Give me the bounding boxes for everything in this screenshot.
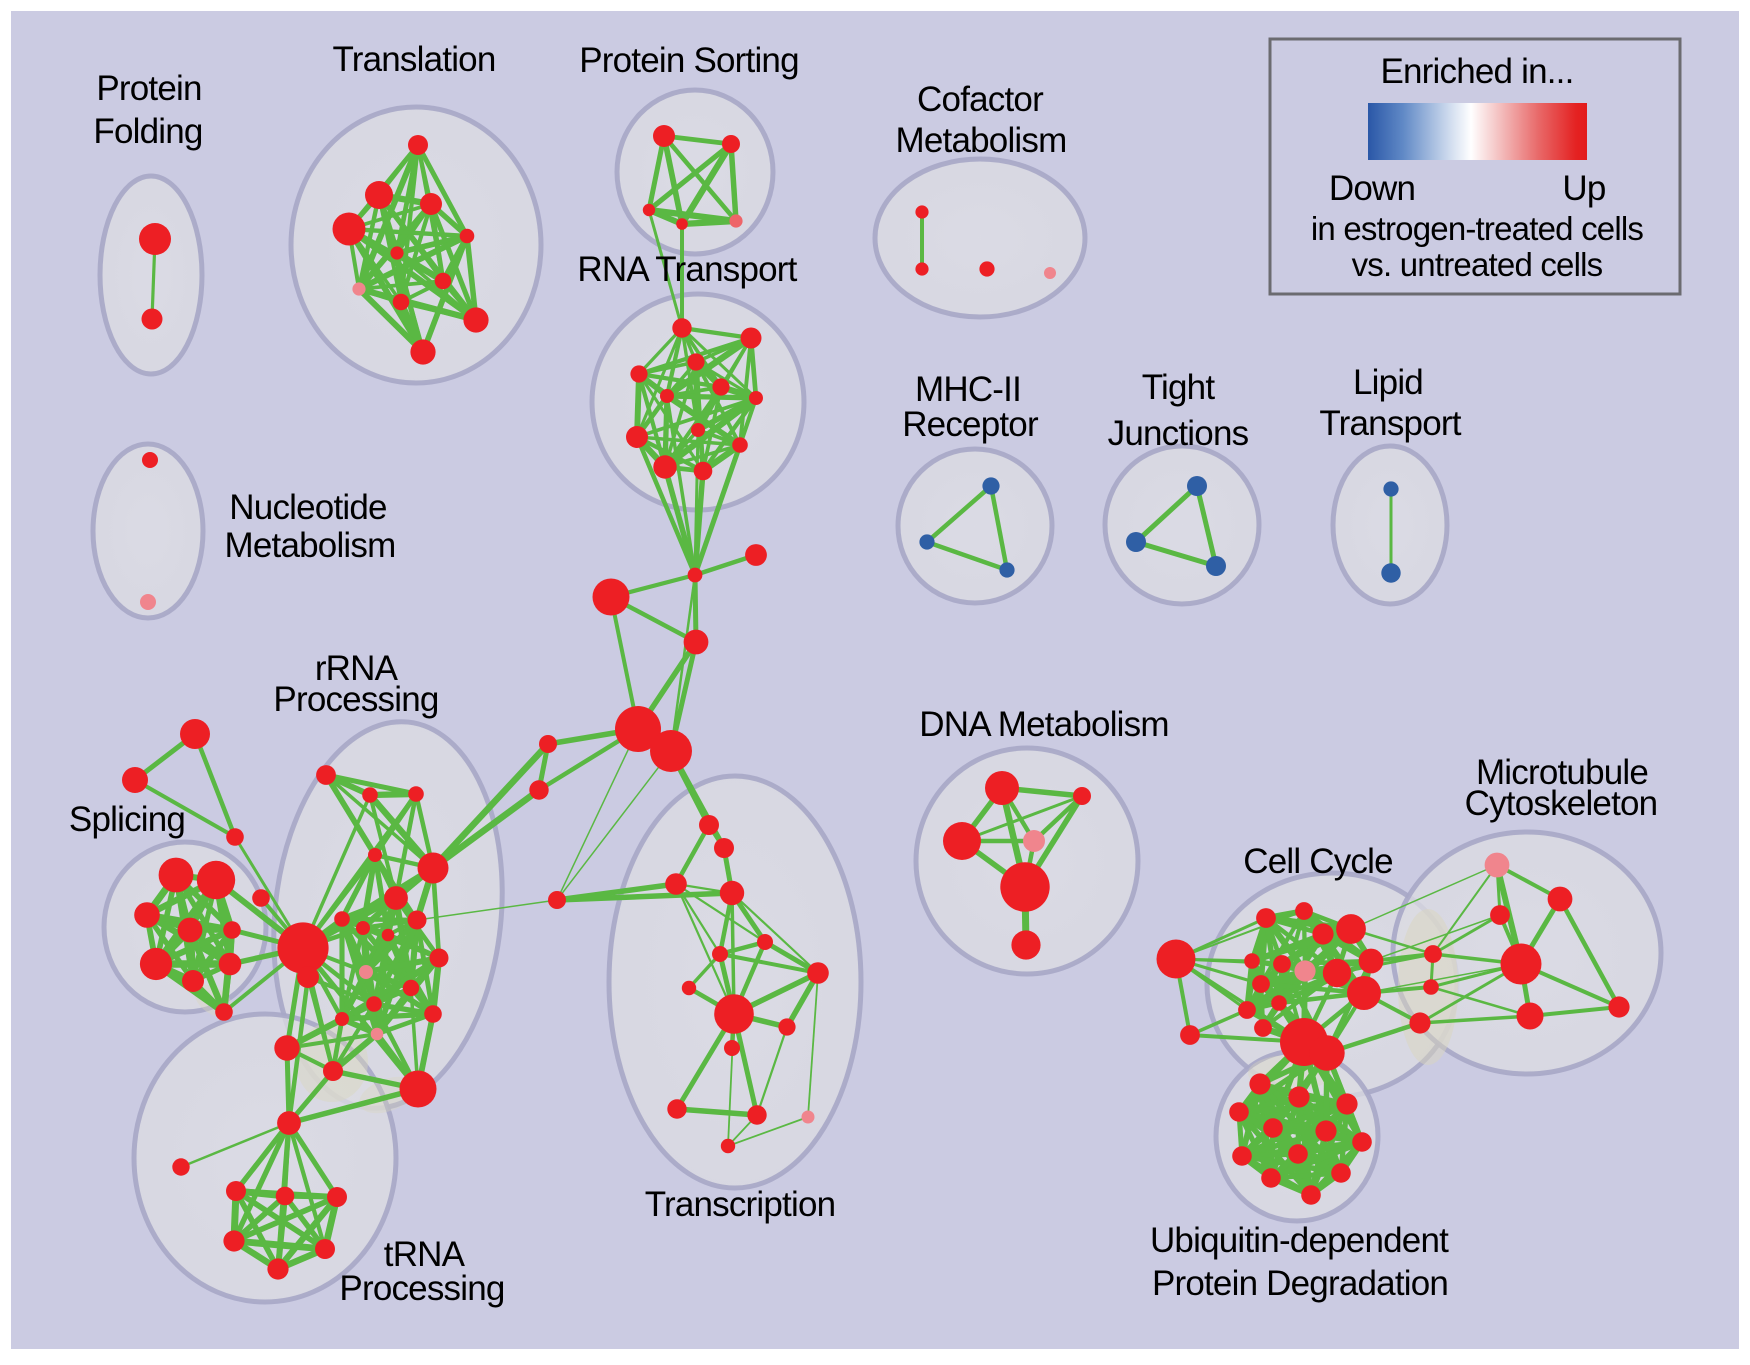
svg-text:Junctions: Junctions — [1108, 414, 1249, 453]
svg-text:Processing: Processing — [339, 1269, 504, 1308]
svg-text:Protein: Protein — [96, 69, 201, 108]
svg-text:Ubiquitin-dependent: Ubiquitin-dependent — [1150, 1221, 1449, 1260]
svg-text:Splicing: Splicing — [69, 800, 185, 839]
svg-text:Protein Sorting: Protein Sorting — [579, 41, 799, 80]
svg-text:tRNA: tRNA — [384, 1235, 466, 1274]
svg-text:Cytoskeleton: Cytoskeleton — [1465, 784, 1658, 823]
svg-text:Metabolism: Metabolism — [896, 121, 1067, 160]
svg-text:Folding: Folding — [93, 112, 202, 151]
svg-text:Enriched in...: Enriched in... — [1380, 52, 1573, 91]
svg-text:in estrogen-treated cells: in estrogen-treated cells — [1311, 210, 1643, 247]
svg-text:DNA Metabolism: DNA Metabolism — [919, 705, 1168, 744]
svg-text:RNA Transport: RNA Transport — [577, 250, 797, 289]
svg-text:Lipid: Lipid — [1353, 363, 1423, 402]
svg-text:Cofactor: Cofactor — [917, 80, 1044, 119]
svg-text:MHC-II: MHC-II — [915, 370, 1021, 409]
svg-text:Microtubule: Microtubule — [1476, 753, 1648, 792]
svg-text:Tight: Tight — [1142, 368, 1216, 407]
svg-text:Protein Degradation: Protein Degradation — [1152, 1264, 1448, 1303]
svg-text:Cell Cycle: Cell Cycle — [1243, 842, 1393, 881]
svg-text:Processing: Processing — [273, 680, 438, 719]
svg-text:Metabolism: Metabolism — [225, 526, 396, 565]
svg-text:rRNA: rRNA — [315, 649, 399, 688]
svg-text:Transport: Transport — [1319, 404, 1461, 443]
svg-text:Nucleotide: Nucleotide — [229, 488, 386, 527]
svg-text:Translation: Translation — [332, 40, 495, 79]
svg-text:Transcription: Transcription — [645, 1185, 836, 1224]
svg-text:Down: Down — [1329, 169, 1415, 208]
svg-text:Receptor: Receptor — [902, 405, 1039, 444]
svg-text:Up: Up — [1562, 169, 1605, 208]
svg-text:vs. untreated cells: vs. untreated cells — [1352, 246, 1603, 283]
